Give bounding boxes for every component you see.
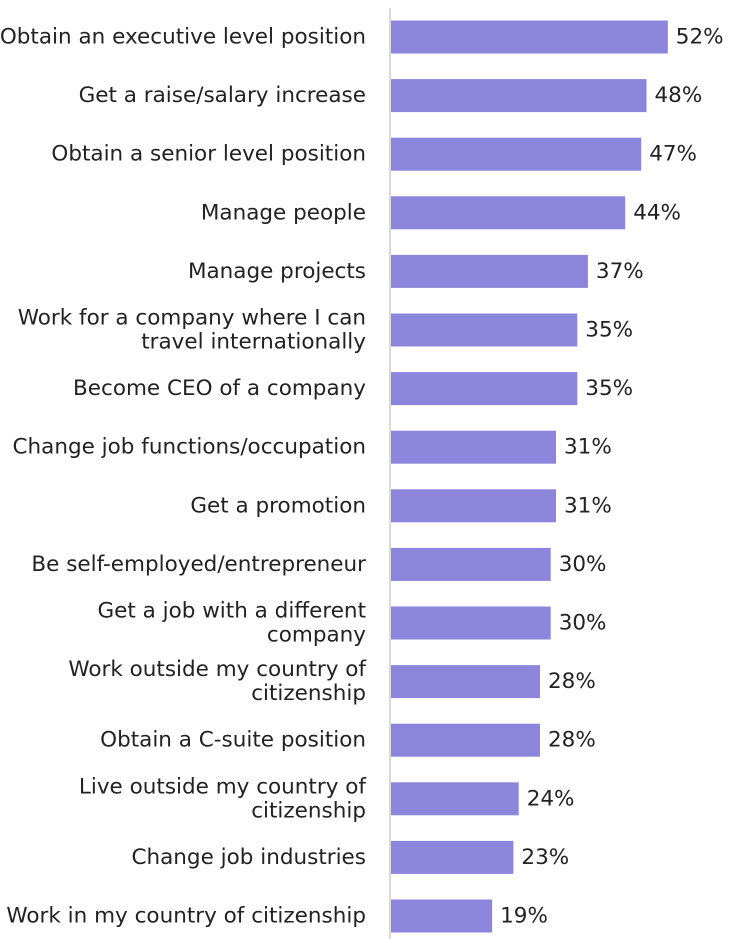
category-label: Manage projects — [188, 259, 366, 284]
bar — [391, 665, 540, 699]
data-label: 35% — [585, 376, 633, 401]
category-label: Be self-employed/entrepreneur — [31, 552, 366, 577]
bar — [391, 489, 556, 523]
data-label: 23% — [521, 845, 569, 870]
bar — [391, 20, 668, 54]
category-label-line: citizenship — [251, 798, 366, 823]
value-labels-group: 52% 48% 47% 44% 37% 35% 35% 31% 31% 30% 30% 28% 28% 2… — [500, 25, 723, 929]
bar — [391, 606, 551, 640]
category-label-line: Manage projects — [188, 259, 366, 284]
bar — [391, 137, 642, 171]
data-label: 47% — [649, 142, 697, 167]
category-label-line: Obtain an executive level position — [0, 25, 366, 50]
category-label-line: Obtain a C-suite position — [100, 728, 366, 753]
category-label-line: Become CEO of a company — [73, 376, 366, 401]
category-label: Get a raise/salary increase — [79, 83, 366, 108]
category-label: Work outside my country of citizenship — [68, 657, 366, 706]
category-label-line: Work in my country of citizenship — [6, 904, 366, 929]
category-label-line: Be self-employed/entrepreneur — [31, 552, 366, 577]
data-label: 35% — [585, 318, 633, 343]
category-label-line: Get a promotion — [190, 493, 366, 518]
data-label: 30% — [559, 611, 607, 636]
category-label: Change job industries — [131, 845, 366, 870]
category-label: Obtain an executive level position — [0, 25, 366, 50]
category-label: Work for a company where I can travel int… — [18, 306, 367, 355]
bar — [391, 430, 556, 464]
bar — [391, 254, 588, 288]
category-label: Change job functions/occupation — [13, 435, 366, 460]
bar — [391, 547, 551, 581]
category-labels-group: Obtain an executive level position Get a … — [0, 25, 366, 929]
bar — [391, 196, 626, 230]
category-label-line: Change job functions/occupation — [13, 435, 366, 460]
bar — [391, 782, 519, 816]
category-label-line: company — [267, 623, 366, 648]
category-label-line: Live outside my country of — [79, 774, 367, 799]
data-label: 48% — [655, 83, 703, 108]
category-label: Obtain a C-suite position — [100, 728, 366, 753]
bar — [391, 79, 647, 113]
bar — [391, 313, 578, 347]
category-label: Get a job with a different company — [97, 599, 366, 648]
bar — [391, 899, 493, 933]
category-label: Live outside my country of citizenship — [79, 774, 367, 823]
category-label-line: Change job industries — [131, 845, 366, 870]
bars-group — [391, 20, 668, 933]
bar — [391, 723, 540, 757]
data-label: 37% — [596, 259, 644, 284]
data-label: 28% — [548, 728, 596, 753]
category-label-line: citizenship — [251, 681, 366, 706]
category-label-line: Get a job with a different — [97, 599, 366, 624]
data-label: 44% — [633, 200, 681, 225]
category-label-line: Obtain a senior level position — [51, 142, 366, 167]
category-label-line: travel internationally — [141, 330, 366, 355]
data-label: 24% — [527, 786, 575, 811]
category-label-line: Work for a company where I can — [18, 306, 366, 331]
category-label: Obtain a senior level position — [51, 142, 366, 167]
data-label: 30% — [559, 552, 607, 577]
category-label: Work in my country of citizenship — [6, 904, 366, 929]
category-label: Manage people — [201, 200, 366, 225]
bar — [391, 372, 578, 406]
data-label: 19% — [500, 904, 548, 929]
category-label: Get a promotion — [190, 493, 366, 518]
category-label-line: Manage people — [201, 200, 366, 225]
data-label: 31% — [564, 435, 612, 460]
category-label: Become CEO of a company — [73, 376, 366, 401]
data-label: 31% — [564, 493, 612, 518]
category-label-line: Get a raise/salary increase — [79, 83, 366, 108]
data-label: 52% — [676, 25, 724, 50]
category-label-line: Work outside my country of — [68, 657, 366, 682]
data-label: 28% — [548, 669, 596, 694]
bar — [391, 840, 514, 874]
